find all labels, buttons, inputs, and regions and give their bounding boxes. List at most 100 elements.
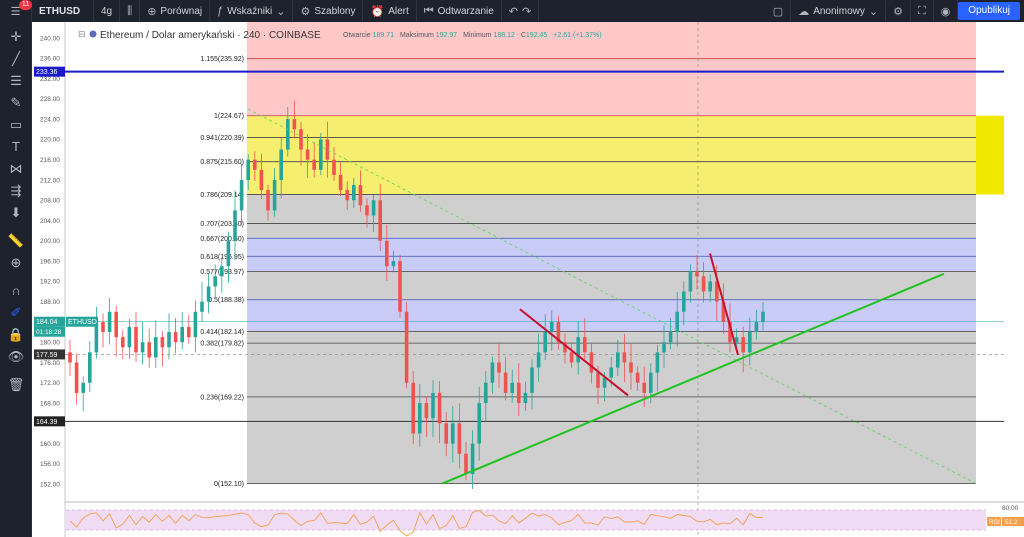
chevron-down-icon: ⌄ bbox=[868, 5, 879, 18]
layout-button[interactable]: ▢ bbox=[766, 0, 792, 22]
trend-line-icon[interactable]: ╱ bbox=[12, 51, 20, 66]
price-tick-180: 180.00 bbox=[40, 340, 60, 347]
candle-body bbox=[193, 311, 198, 338]
candle-body bbox=[734, 337, 739, 343]
fib-lines: 1.155(235.92) 1(224.67) 0.941(220.39) 0.875… bbox=[65, 22, 1004, 537]
legend-collapse-icon[interactable]: ⊟ bbox=[78, 29, 86, 39]
fib-zone-yellow-ext bbox=[976, 115, 1004, 195]
templates-button[interactable]: ⚙ Szablony bbox=[293, 0, 364, 22]
candle-body bbox=[556, 321, 561, 343]
candle-body bbox=[127, 326, 132, 348]
candle-body bbox=[523, 392, 528, 404]
redo-icon[interactable]: ↷ bbox=[522, 5, 532, 18]
replay-label: Odtwarzanie bbox=[437, 5, 494, 17]
brush-icon[interactable]: ✎ bbox=[10, 95, 22, 110]
prediction-icon[interactable]: ⇶ bbox=[10, 183, 22, 198]
rsi-value: 51.2 bbox=[1005, 519, 1018, 526]
trash-icon[interactable]: 🗑 bbox=[7, 377, 25, 392]
text-icon[interactable]: T bbox=[12, 139, 20, 154]
magnet-icon[interactable]: ∩ bbox=[11, 283, 21, 298]
symbol-search[interactable]: ETHUSD bbox=[32, 0, 94, 22]
indicators-button[interactable]: ƒ Wskaźniki ⌄ bbox=[210, 0, 294, 22]
drawings[interactable] bbox=[65, 70, 1004, 485]
candle-body bbox=[173, 332, 178, 343]
candle-body bbox=[292, 119, 297, 130]
candle-body bbox=[305, 149, 310, 160]
candle-body bbox=[437, 392, 442, 424]
fullscreen-button[interactable]: ⛶ bbox=[911, 0, 934, 22]
rsi-tick-80: 80.00 bbox=[1002, 505, 1019, 512]
fib-label-1.155: 1.155(235.92) bbox=[200, 56, 244, 63]
crosshair-icon[interactable]: ✛ bbox=[10, 29, 22, 44]
candle-body bbox=[332, 159, 336, 175]
menu-button[interactable]: ☰ 11 bbox=[0, 0, 32, 22]
price-tick-176: 176.00 bbox=[40, 360, 60, 367]
candle-body bbox=[404, 311, 409, 383]
chart-area[interactable]: 152.00156.00160.00164.00168.00172.00176.… bbox=[32, 22, 1024, 537]
snapshot-button[interactable]: ◉ bbox=[934, 0, 959, 22]
settings-button[interactable]: ⚙ bbox=[886, 0, 911, 22]
plus-circle-icon: ⊕ bbox=[147, 5, 157, 18]
candles bbox=[68, 100, 765, 490]
gear-icon: ⚙ bbox=[893, 5, 903, 18]
replay-button[interactable]: ⏮ Odtwarzanie bbox=[417, 0, 502, 22]
candle-body bbox=[470, 443, 475, 475]
candle-body bbox=[675, 311, 679, 333]
candle-body bbox=[517, 382, 521, 404]
fullscreen-icon: ⛶ bbox=[917, 4, 926, 17]
candle-body bbox=[490, 362, 495, 383]
zoom-icon[interactable]: ⊕ bbox=[10, 255, 22, 270]
candle-body bbox=[695, 271, 699, 277]
candle-body bbox=[688, 271, 693, 292]
price-tick-172: 172.00 bbox=[40, 380, 60, 387]
price-tick-232: 232.00 bbox=[40, 76, 60, 83]
interval-button[interactable]: 4g bbox=[94, 0, 121, 22]
candle-body bbox=[682, 291, 686, 312]
candle-body bbox=[655, 352, 660, 373]
price-tick-204: 204.00 bbox=[40, 218, 60, 225]
price-tick-208: 208.00 bbox=[40, 198, 60, 205]
stay-drawing-icon[interactable]: ✐ bbox=[10, 305, 22, 320]
pattern-icon[interactable]: ⋈ bbox=[9, 161, 23, 176]
ruler-icon[interactable]: 📏 bbox=[7, 233, 25, 248]
blue-line-tag: 233.36 bbox=[36, 69, 58, 76]
candle-body bbox=[338, 174, 343, 191]
fib-label-1: 1(224.67) bbox=[214, 113, 244, 120]
notification-badge: 11 bbox=[19, 0, 32, 10]
candle-body bbox=[180, 326, 184, 343]
current-price-tag: 184.04 bbox=[36, 319, 58, 326]
fib-zone-blue-2 bbox=[247, 299, 976, 332]
chart-type-button[interactable]: ⫼ bbox=[120, 0, 141, 22]
candle-body bbox=[246, 159, 250, 180]
crosshair-price-tag: 177.59 bbox=[36, 352, 58, 359]
fib-retracement-icon[interactable]: ☰ bbox=[10, 73, 22, 88]
price-tick-212: 212.00 bbox=[40, 177, 60, 184]
undo-redo[interactable]: ↶ ↷ bbox=[502, 0, 540, 22]
candle-body bbox=[536, 352, 541, 368]
candle-body bbox=[530, 367, 534, 393]
candle-body bbox=[371, 200, 376, 216]
candle-body bbox=[312, 159, 316, 170]
publish-button[interactable]: Opublikuj bbox=[958, 2, 1020, 20]
camera-icon: ◉ bbox=[940, 5, 951, 18]
eye-icon[interactable]: 👁 bbox=[7, 349, 25, 364]
candle-body bbox=[649, 372, 653, 393]
compare-button[interactable]: ⊕ Porównaj bbox=[140, 0, 211, 22]
alert-button[interactable]: ⏰ Alert bbox=[363, 0, 417, 22]
lock-icon[interactable]: 🔒 bbox=[7, 327, 25, 342]
candle-body bbox=[81, 382, 85, 393]
candle-body bbox=[94, 321, 99, 353]
black-line-tag: 164.39 bbox=[36, 419, 58, 426]
undo-icon[interactable]: ↶ bbox=[508, 5, 519, 18]
candle-body bbox=[114, 311, 118, 338]
candle-body bbox=[140, 342, 145, 353]
candle-body bbox=[385, 240, 389, 267]
candle-body bbox=[497, 362, 501, 373]
account-button[interactable]: ☁ Anonimowy ⌄ bbox=[791, 0, 887, 22]
price-tick-156: 156.00 bbox=[40, 461, 60, 468]
candle-body bbox=[74, 362, 79, 393]
fib-label-0.941: 0.941(220.39) bbox=[200, 135, 244, 142]
rectangle-icon[interactable]: ▭ bbox=[9, 117, 23, 132]
arrow-down-icon[interactable]: ⬇ bbox=[10, 205, 22, 220]
candle-body bbox=[748, 332, 752, 353]
